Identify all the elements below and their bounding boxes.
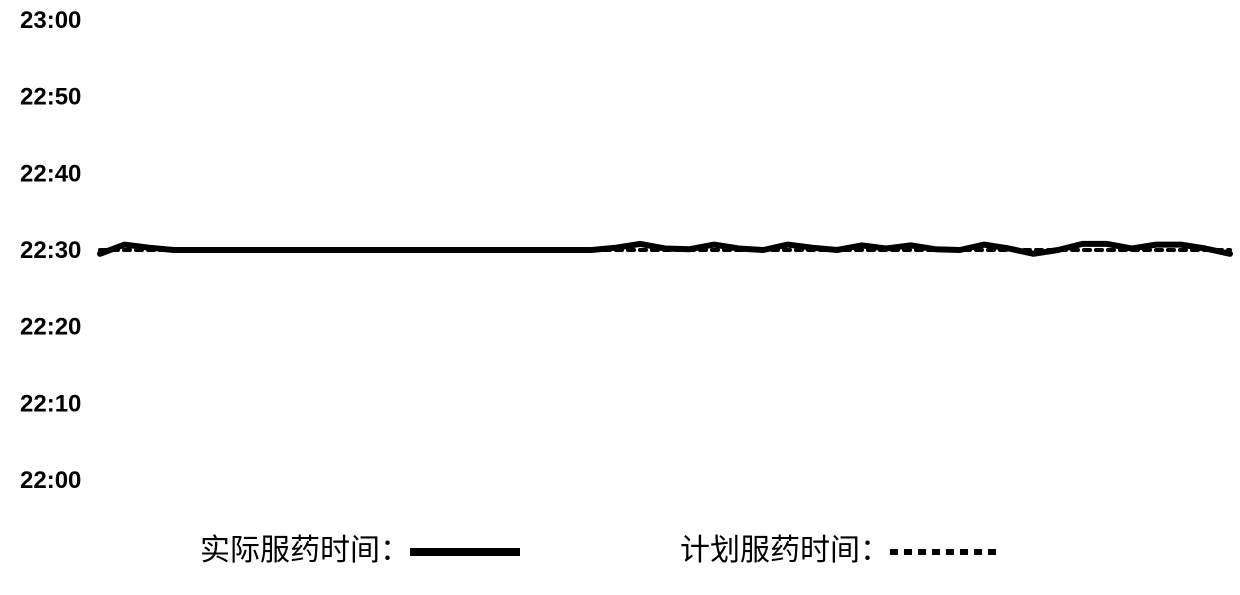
y-tick-label: 22:20 (20, 314, 81, 341)
chart-svg: 22:00 22:10 22:20 22:30 22:40 22:50 23:00 实际服药时… (0, 0, 1240, 595)
y-tick-label: 22:00 (20, 467, 81, 494)
legend-label-planned: 计划服药时间： (680, 534, 890, 567)
y-tick-label: 22:50 (20, 84, 81, 111)
chart-background (0, 0, 1240, 595)
y-tick-label: 22:10 (20, 390, 81, 417)
y-tick-label: 22:40 (20, 160, 81, 187)
legend-label-actual: 实际服药时间： (200, 534, 410, 567)
medication-time-chart: 22:00 22:10 22:20 22:30 22:40 22:50 23:00 实际服药时… (0, 0, 1240, 595)
y-tick-label: 22:30 (20, 237, 81, 264)
y-tick-label: 23:00 (20, 7, 81, 34)
